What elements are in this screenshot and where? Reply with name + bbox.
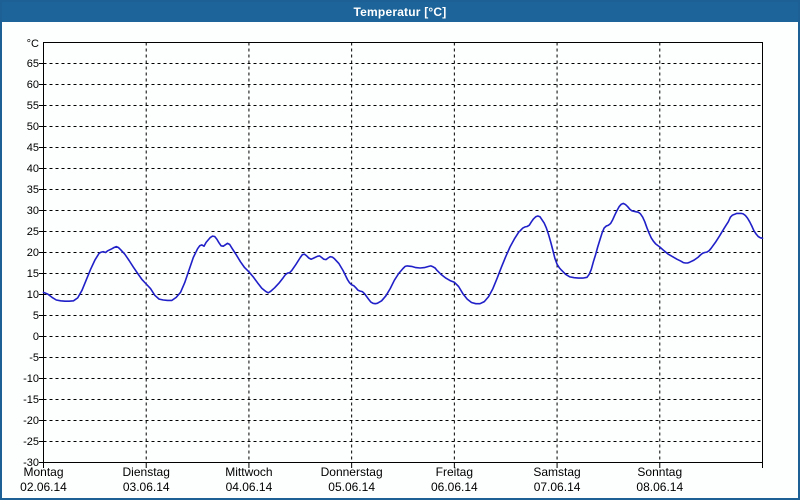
chart-area: °C 65 60 55 50 45 40 35 30 25 20 15 10 5 0 -5 -10 -15 -20… xyxy=(2,22,798,498)
y-axis-label: -10 xyxy=(23,372,39,385)
chart-plot-area xyxy=(39,42,764,468)
x-axis-date-label: 03.06.14 xyxy=(122,480,170,494)
x-axis-date-label: 05.06.14 xyxy=(328,480,375,494)
y-axis-label: 65 xyxy=(26,57,39,70)
y-axis-label: 45 xyxy=(26,141,39,154)
plot-frame xyxy=(43,42,763,463)
y-axis-label: -15 xyxy=(23,393,39,406)
y-axis-label: 20 xyxy=(26,246,39,259)
x-axis-date-label: 02.06.14 xyxy=(20,480,67,494)
x-axis-date-label: 07.06.14 xyxy=(533,480,581,494)
y-axis-label: 40 xyxy=(26,162,39,175)
y-axis-label: 5 xyxy=(32,309,39,322)
x-axis-day-label: Sonntag xyxy=(637,465,683,479)
title-bar: Temperatur [°C] xyxy=(2,2,798,22)
y-axis-label: 35 xyxy=(26,183,39,196)
x-axis-day-label: Montag xyxy=(23,465,64,479)
y-axis-label: -20 xyxy=(23,414,39,427)
x-axis-day-label: Freitag xyxy=(435,465,474,479)
y-axis-label: 0 xyxy=(32,330,39,343)
y-axis-unit-label: °C xyxy=(26,38,39,50)
window-title: Temperatur [°C] xyxy=(353,5,447,19)
y-axis-label: 30 xyxy=(26,204,39,217)
x-axis-date-label: 08.06.14 xyxy=(636,480,684,494)
x-axis-day-label: Donnerstag xyxy=(320,465,383,479)
y-axis-label: 25 xyxy=(26,225,39,238)
y-axis-label: -25 xyxy=(23,435,39,448)
y-axis-label: 55 xyxy=(26,99,39,112)
y-axis-label: 15 xyxy=(26,267,39,280)
x-axis-day-label: Samstag xyxy=(533,465,581,479)
y-axis-label: -30 xyxy=(23,456,39,469)
y-axis-label: 10 xyxy=(26,288,39,301)
y-axis-label: 60 xyxy=(26,78,39,91)
y-axis-label: -5 xyxy=(29,351,39,364)
x-axis-day-label: Mittwoch xyxy=(225,465,273,479)
x-axis-date-label: 06.06.14 xyxy=(430,480,478,494)
x-axis-day-label: Dienstag xyxy=(122,465,170,479)
temperature-line xyxy=(42,202,764,305)
y-axis-label: 50 xyxy=(26,120,39,133)
x-axis-date-label: 04.06.14 xyxy=(225,480,273,494)
